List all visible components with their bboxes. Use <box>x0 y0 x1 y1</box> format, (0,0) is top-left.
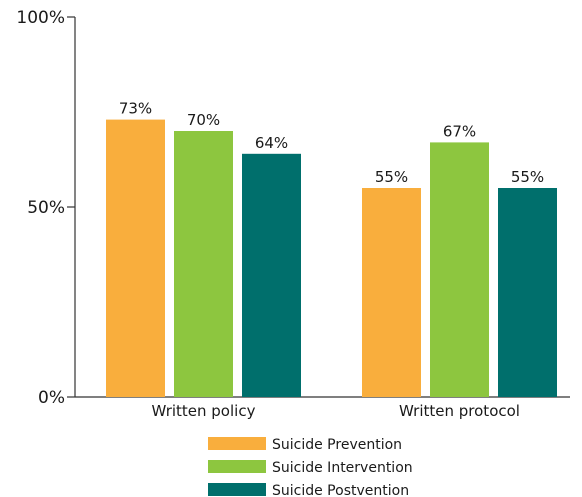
data-label: 64% <box>255 134 288 152</box>
data-label: 67% <box>443 122 476 140</box>
data-label: 73% <box>119 100 152 118</box>
legend-swatch-suicide-prevention <box>208 437 266 450</box>
x-category-label: Written protocol <box>399 402 520 420</box>
bar-suicide-prevention-written-protocol <box>362 188 421 397</box>
y-tick-label: 50% <box>27 198 65 218</box>
bar-suicide-prevention-written-policy <box>106 119 165 397</box>
chart-axes: 0% 50% 100% Written policy Written protocol <box>16 8 570 420</box>
bar-suicide-postvention-written-protocol <box>498 188 557 397</box>
legend-swatch-suicide-postvention <box>208 483 266 496</box>
y-tick-label: 100% <box>16 8 65 28</box>
legend-label: Suicide Prevention <box>272 437 402 453</box>
legend-label: Suicide Postvention <box>272 483 409 497</box>
bar-suicide-postvention-written-policy <box>242 153 301 397</box>
legend-label: Suicide Intervention <box>272 460 413 476</box>
data-label: 70% <box>187 111 220 129</box>
data-label: 55% <box>375 168 408 186</box>
data-label: 55% <box>511 168 544 186</box>
y-tick-label: 0% <box>38 388 65 408</box>
chart-bars: 73% 70% 64% 55% 67% 55% <box>106 100 557 397</box>
legend-swatch-suicide-intervention <box>208 460 266 473</box>
chart-legend: Suicide Prevention Suicide Intervention Su… <box>208 437 413 497</box>
bar-suicide-intervention-written-protocol <box>430 142 489 397</box>
bar-suicide-intervention-written-policy <box>174 131 233 397</box>
x-category-label: Written policy <box>152 402 256 420</box>
